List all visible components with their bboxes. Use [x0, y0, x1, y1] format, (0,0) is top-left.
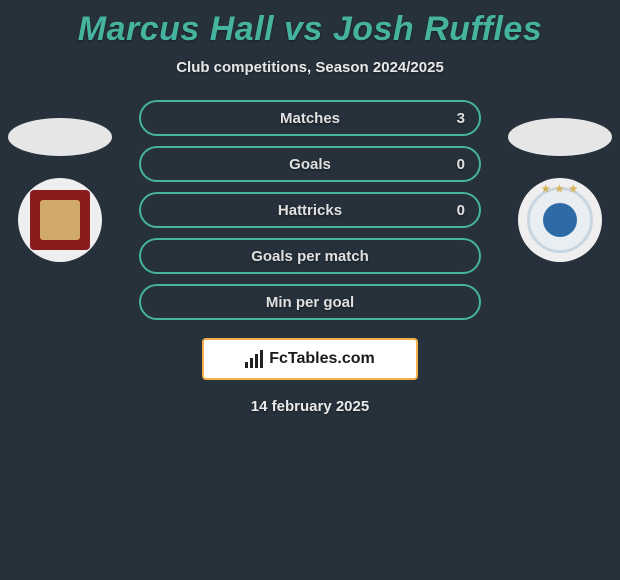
page-title: Marcus Hall vs Josh Ruffles	[0, 10, 620, 49]
stat-row-matches: Matches 3	[139, 100, 481, 136]
player-left-headshot	[8, 118, 112, 156]
stat-right-value: 0	[457, 156, 465, 173]
club-badge-right	[518, 178, 602, 262]
stat-label: Hattricks	[278, 202, 342, 219]
page-date: 14 february 2025	[0, 398, 620, 415]
club-badge-left	[18, 178, 102, 262]
stat-right-value: 0	[457, 202, 465, 219]
stat-row-hattricks: Hattricks 0	[139, 192, 481, 228]
player-right-headshot	[508, 118, 612, 156]
fctables-logo: FcTables.com	[202, 338, 418, 380]
stat-label: Goals	[289, 156, 331, 173]
stat-row-goals: Goals 0	[139, 146, 481, 182]
stat-row-goals-per-match: Goals per match	[139, 238, 481, 274]
stat-right-value: 3	[457, 110, 465, 127]
stat-label: Goals per match	[251, 248, 369, 265]
stat-label: Min per goal	[266, 294, 354, 311]
page-subtitle: Club competitions, Season 2024/2025	[0, 59, 620, 76]
stat-label: Matches	[280, 110, 340, 127]
logo-text: FcTables.com	[269, 350, 375, 368]
logo-bars-icon	[245, 350, 263, 368]
stat-row-min-per-goal: Min per goal	[139, 284, 481, 320]
